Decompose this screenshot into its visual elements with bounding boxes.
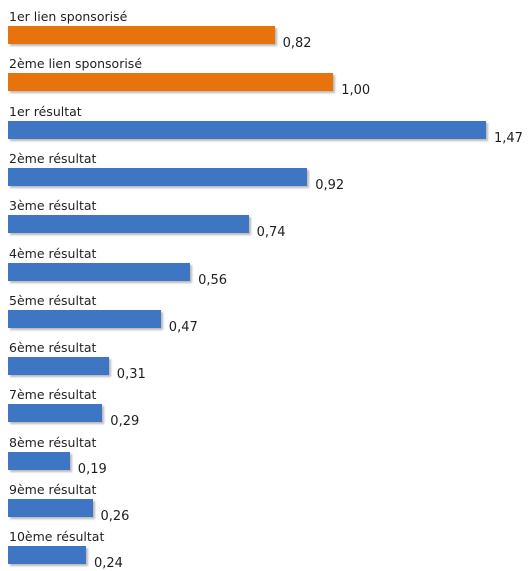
value-label: 0,29 bbox=[110, 414, 140, 430]
value-label: 1,00 bbox=[341, 83, 371, 99]
value-label: 1,47 bbox=[494, 130, 523, 146]
bar-sponsored bbox=[8, 26, 275, 44]
category-label: 7ème résultat bbox=[9, 387, 97, 403]
bar-organic bbox=[8, 546, 86, 565]
category-label: 4ème résultat bbox=[9, 245, 97, 261]
bar-organic bbox=[8, 120, 486, 139]
category-label: 2ème lien sponsorisé bbox=[9, 56, 143, 72]
category-label: 5ème résultat bbox=[9, 292, 97, 308]
value-label: 0,56 bbox=[198, 272, 228, 288]
bar-organic bbox=[8, 357, 109, 376]
category-label: 1er lien sponsorisé bbox=[9, 9, 128, 24]
bar-sponsored bbox=[8, 73, 334, 92]
bar-organic bbox=[8, 451, 70, 470]
bar-organic bbox=[8, 499, 93, 517]
category-label: 10ème résultat bbox=[9, 529, 105, 545]
value-label: 0,31 bbox=[116, 367, 146, 383]
category-label: 3ème résultat bbox=[9, 198, 97, 214]
bar-organic bbox=[8, 215, 249, 234]
bar-organic bbox=[8, 167, 308, 186]
bar-organic bbox=[8, 309, 161, 328]
category-label: 1er résultat bbox=[9, 103, 82, 119]
value-label: 0,82 bbox=[282, 36, 312, 51]
category-label: 6ème résultat bbox=[9, 340, 97, 356]
category-label: 8ème résultat bbox=[9, 434, 97, 450]
bar-organic bbox=[8, 404, 103, 423]
value-label: 0,26 bbox=[100, 509, 130, 524]
value-label: 0,74 bbox=[256, 225, 286, 241]
bar-organic bbox=[8, 262, 191, 281]
category-label: 2ème résultat bbox=[9, 150, 97, 166]
value-label: 0,47 bbox=[168, 319, 198, 335]
category-label: 9ème résultat bbox=[9, 482, 97, 497]
value-label: 0,92 bbox=[315, 177, 345, 193]
value-label: 0,24 bbox=[94, 556, 123, 571]
value-label: 0,19 bbox=[77, 461, 107, 477]
